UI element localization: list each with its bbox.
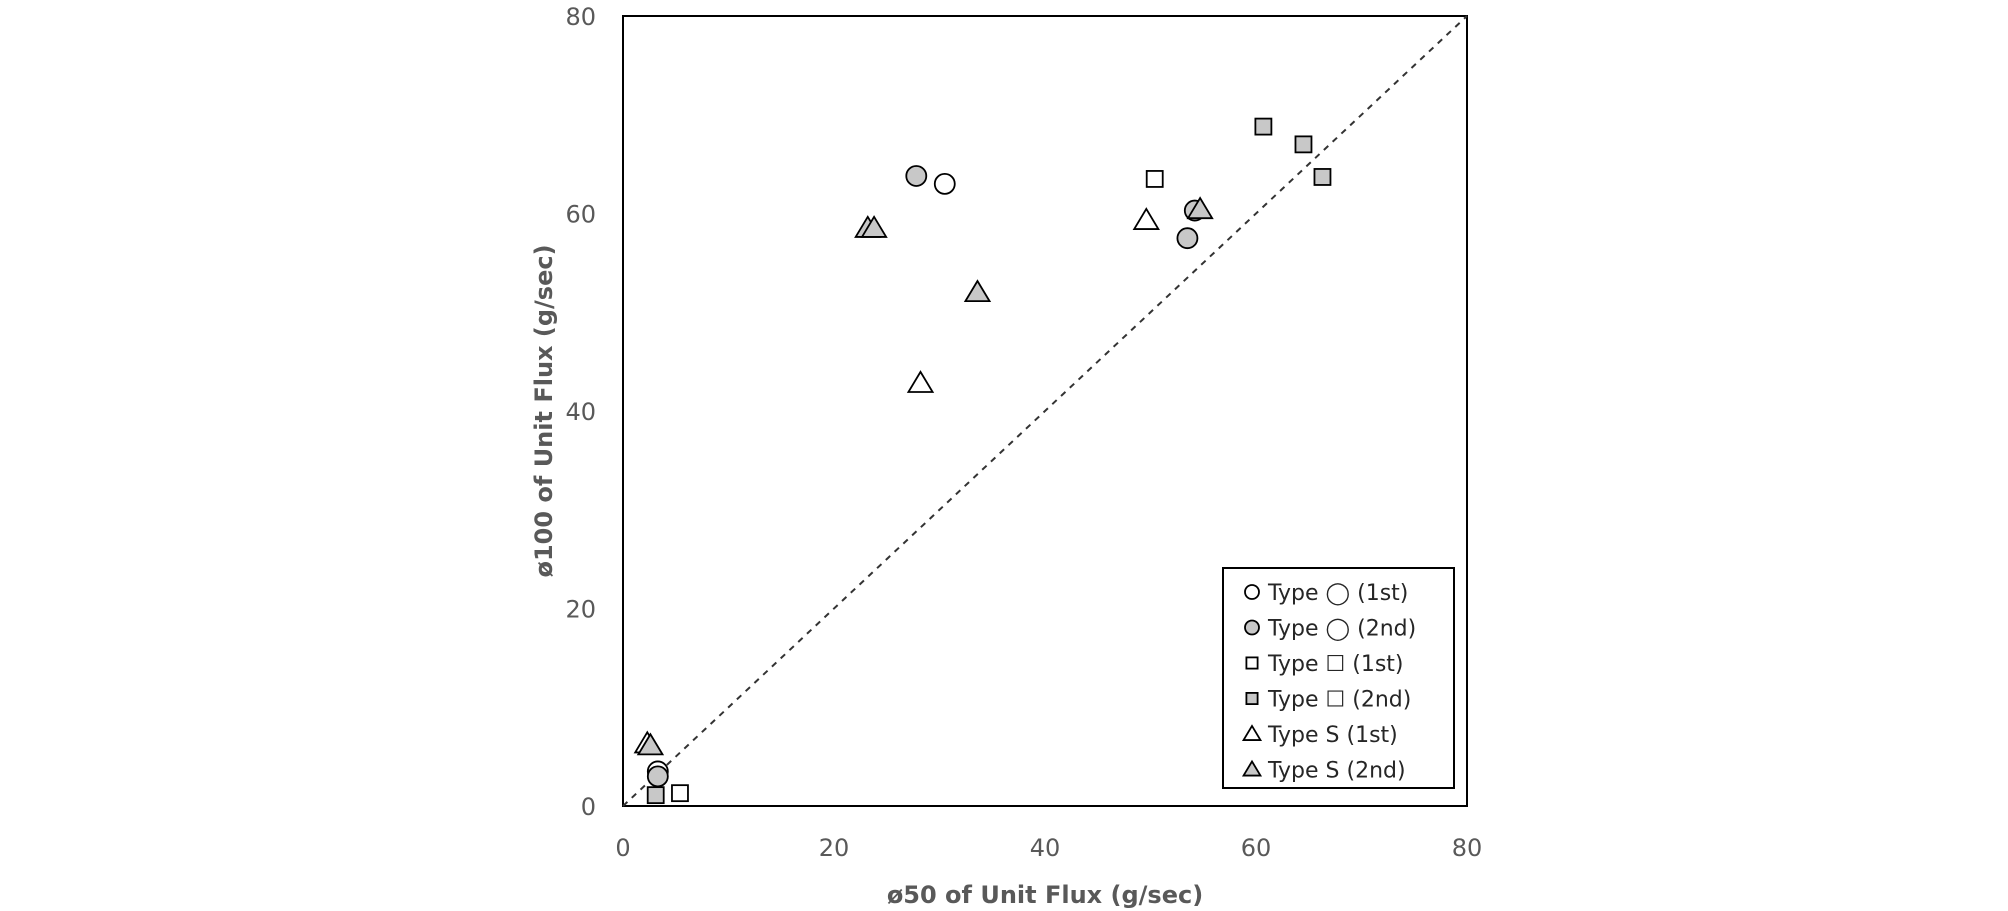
data-point-square <box>671 784 689 803</box>
data-point-circle <box>646 765 669 788</box>
legend: Type ◯ (1st) Type ◯ (2nd) Type ☐ (1st) Type… <box>1222 567 1455 789</box>
legend-box <box>1222 567 1455 789</box>
data-point-triangle <box>636 732 665 756</box>
y-tick-label: 80 <box>565 3 596 31</box>
data-point-square <box>1254 117 1273 136</box>
legend-label: Type ☐ (2nd) <box>1267 688 1411 713</box>
y-tick-label: 0 <box>581 793 596 821</box>
data-point-circle <box>933 172 956 195</box>
x-tick-label: 40 <box>1030 834 1061 862</box>
data-point-square <box>1294 135 1313 154</box>
y-tick-label: 20 <box>565 596 596 624</box>
legend-marker-triangle <box>1241 724 1263 741</box>
data-point-circle <box>1176 227 1199 250</box>
legend-label: Type ◯ (2nd) <box>1267 617 1416 642</box>
legend-label: Type ☐ (1st) <box>1267 652 1404 677</box>
data-point-triangle <box>860 215 888 238</box>
x-tick-label: 20 <box>819 834 850 862</box>
legend-marker-circle <box>1244 584 1260 600</box>
x-axis-label: ø50 of Unit Flux (g/sec) <box>887 881 1203 909</box>
legend-marker-square <box>1245 656 1259 670</box>
x-tick-label: 0 <box>615 834 630 862</box>
legend-marker-triangle <box>1241 759 1263 777</box>
data-point-square <box>646 786 665 805</box>
y-axis-label: ø100 of Unit Flux (g/sec) <box>530 244 558 577</box>
legend-marker-square <box>1245 692 1259 706</box>
data-point-triangle <box>906 370 935 393</box>
data-point-triangle <box>1186 196 1214 220</box>
legend-label: Type ◯ (1st) <box>1267 581 1408 606</box>
y-tick-label: 40 <box>565 398 596 426</box>
x-tick-label: 60 <box>1241 834 1272 862</box>
data-point-circle <box>905 165 928 187</box>
data-point-square <box>1313 168 1332 186</box>
x-tick-label: 80 <box>1452 834 1483 862</box>
data-point-triangle <box>963 279 992 303</box>
data-point-square <box>1145 170 1164 188</box>
legend-label: Type S (2nd) <box>1267 759 1406 784</box>
legend-marker-circle <box>1244 619 1260 636</box>
reference-line-dashed <box>622 15 1468 807</box>
plot-frame <box>622 15 1468 807</box>
legend-label: Type S (1st) <box>1267 723 1398 748</box>
data-point-triangle <box>1132 207 1160 230</box>
y-tick-label: 60 <box>565 201 596 229</box>
